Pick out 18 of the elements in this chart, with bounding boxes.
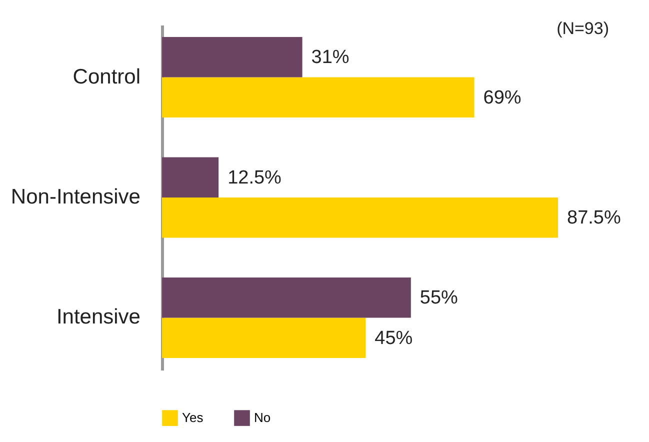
y-tick-label: Non-Intensive: [10, 186, 140, 208]
data-label: 69%: [483, 87, 522, 108]
legend-label: No: [254, 410, 271, 426]
bar: [162, 198, 558, 238]
annotation: (N=93): [556, 19, 609, 38]
y-tick-label: Intensive: [56, 306, 140, 329]
bar: [162, 277, 411, 318]
bar: [162, 77, 474, 118]
bar: [162, 37, 302, 78]
data-label: 31%: [311, 47, 350, 68]
data-label: 45%: [374, 328, 413, 349]
data-label: 55%: [420, 288, 458, 309]
y-tick-label: Control: [72, 65, 140, 88]
legend-label: Yes: [182, 410, 204, 426]
data-label: 12.5%: [228, 167, 282, 188]
data-label: 87.5%: [567, 208, 621, 229]
bar: [162, 318, 366, 358]
bar: [162, 157, 219, 198]
